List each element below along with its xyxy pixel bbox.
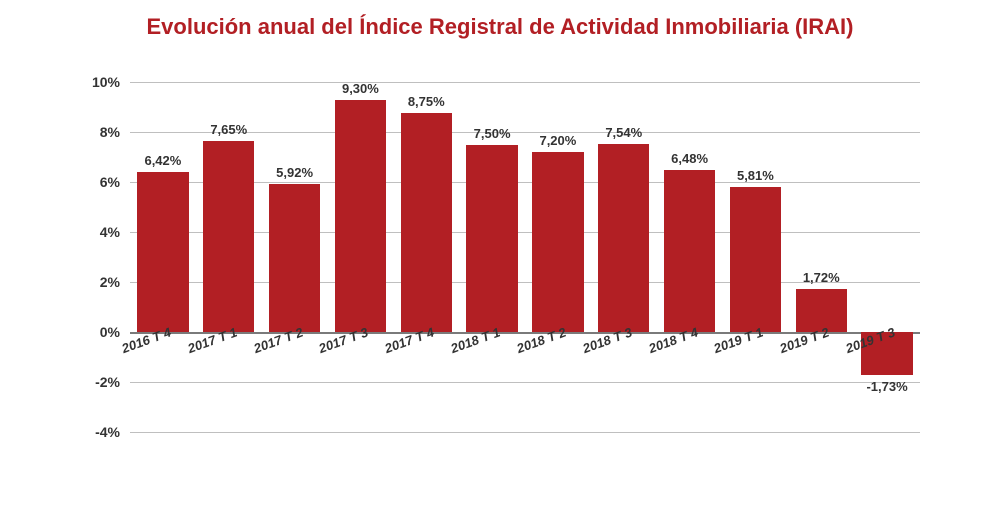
bar [203, 141, 254, 332]
bar-value-label: 9,30% [342, 81, 379, 96]
y-tick-label: 8% [60, 124, 120, 140]
bar-value-label: 1,72% [803, 270, 840, 285]
bar [466, 145, 517, 333]
chart-title: Evolución anual del Índice Registral de … [0, 0, 1000, 40]
gridline [130, 132, 920, 133]
y-tick-label: -4% [60, 424, 120, 440]
y-tick-label: 4% [60, 224, 120, 240]
bar-value-label: -1,73% [866, 379, 907, 394]
bar [137, 172, 188, 333]
bar-value-label: 6,48% [671, 151, 708, 166]
y-tick-label: 10% [60, 74, 120, 90]
bar [401, 113, 452, 332]
bar [335, 100, 386, 333]
bar-value-label: 8,75% [408, 94, 445, 109]
bar-value-label: 7,20% [539, 133, 576, 148]
bar-value-label: 7,65% [210, 122, 247, 137]
bar-value-label: 6,42% [144, 153, 181, 168]
bar-value-label: 7,50% [474, 126, 511, 141]
bar [664, 170, 715, 332]
y-tick-label: 2% [60, 274, 120, 290]
bar-value-label: 5,92% [276, 165, 313, 180]
gridline [130, 82, 920, 83]
bar [598, 144, 649, 333]
chart-container: 6,42% 7,65% 5,92% 9,30% 8,75% 7,50% 7,20% 7,54%… [60, 52, 940, 512]
bar-value-label: 7,54% [605, 125, 642, 140]
y-tick-label: -2% [60, 374, 120, 390]
bar [269, 184, 320, 332]
gridline [130, 382, 920, 383]
y-tick-label: 0% [60, 324, 120, 340]
plot-area: 6,42% 7,65% 5,92% 9,30% 8,75% 7,50% 7,20% 7,54%… [130, 82, 920, 432]
gridline [130, 432, 920, 433]
y-tick-label: 6% [60, 174, 120, 190]
bar-value-label: 5,81% [737, 168, 774, 183]
bar [730, 187, 781, 332]
bar [532, 152, 583, 332]
